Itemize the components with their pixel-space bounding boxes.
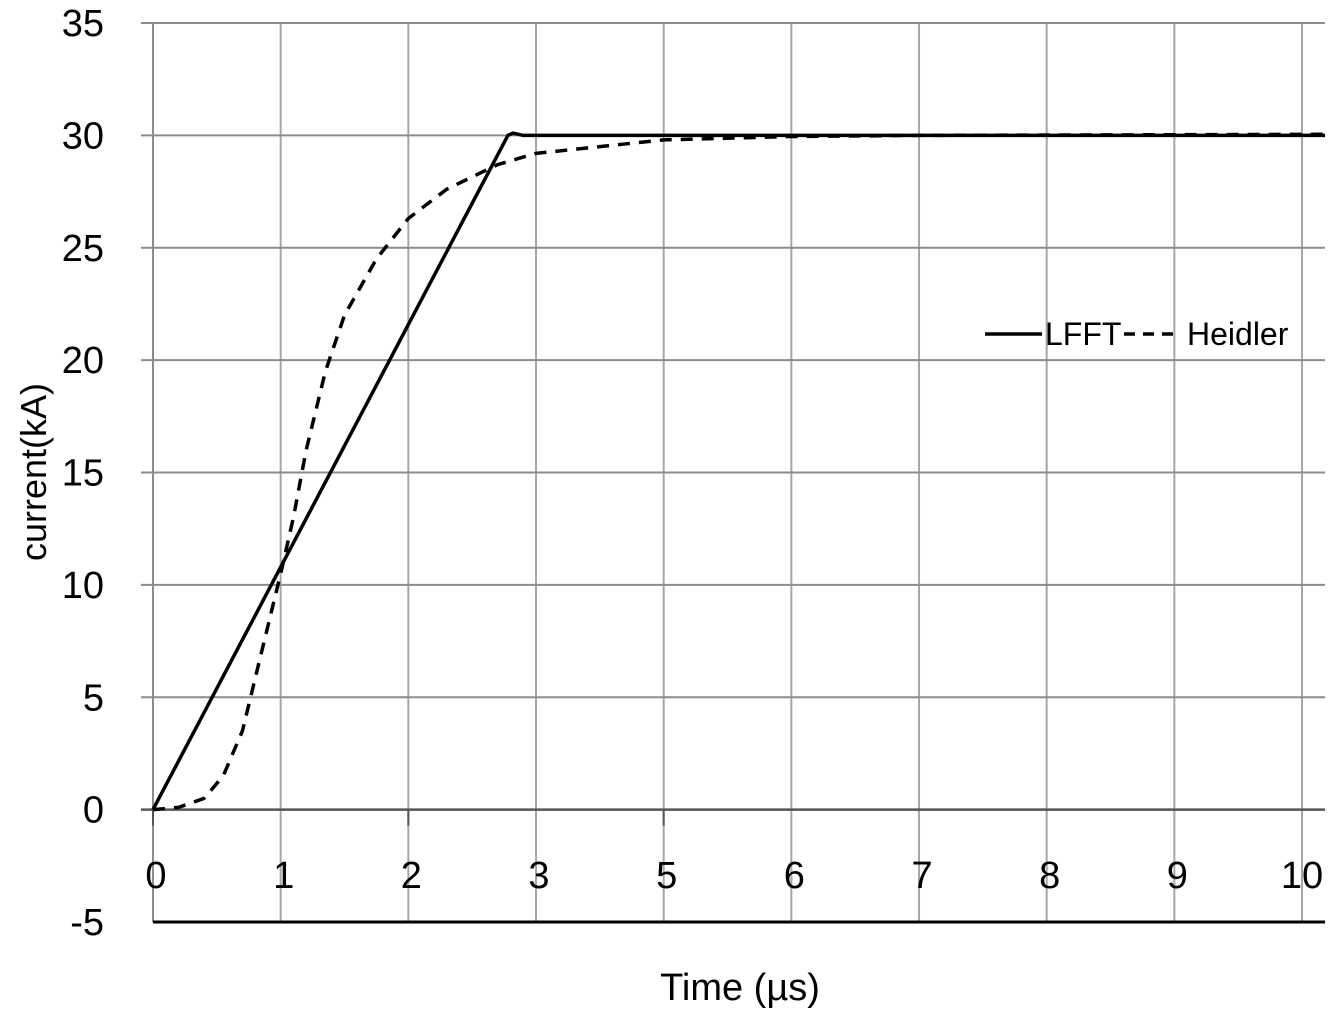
grid [141,22,1325,922]
y-axis-label: current(kA) [13,383,54,561]
y-tick-label: 5 [83,677,104,719]
x-tick-label: 9 [1167,855,1188,897]
x-tick-label: 8 [1039,855,1060,897]
y-tick-label: 25 [62,228,104,270]
legend-label-heidler: Heidler [1187,316,1289,352]
legend: LFFT Heidler [985,316,1289,352]
y-tick-label: -5 [70,902,104,944]
x-tick-label: 10 [1281,855,1323,897]
y-tick-label: 35 [62,3,104,45]
x-tick-label: 2 [401,855,422,897]
x-tick-label: 6 [784,855,805,897]
y-tick-label: 20 [62,340,104,382]
series-line-lfft [151,131,1325,811]
y-tick-label: 15 [62,453,104,495]
x-tick-label: 3 [528,855,549,897]
y-tick-label: 30 [62,115,104,157]
y-tick-label: 0 [83,790,104,832]
series-lines [151,131,1326,812]
x-tick-label: 1 [273,855,294,897]
legend-label-lfft: LFFT [1045,316,1121,352]
y-tick-label: 10 [62,565,104,607]
x-axis-label: Time (µs) [660,967,820,1009]
axes [141,23,1325,924]
series-line-heidler [152,132,1326,812]
x-tick-label: 0 [145,855,166,897]
x-tick-label: 7 [911,855,932,897]
x-tick-label: 5 [656,855,677,897]
